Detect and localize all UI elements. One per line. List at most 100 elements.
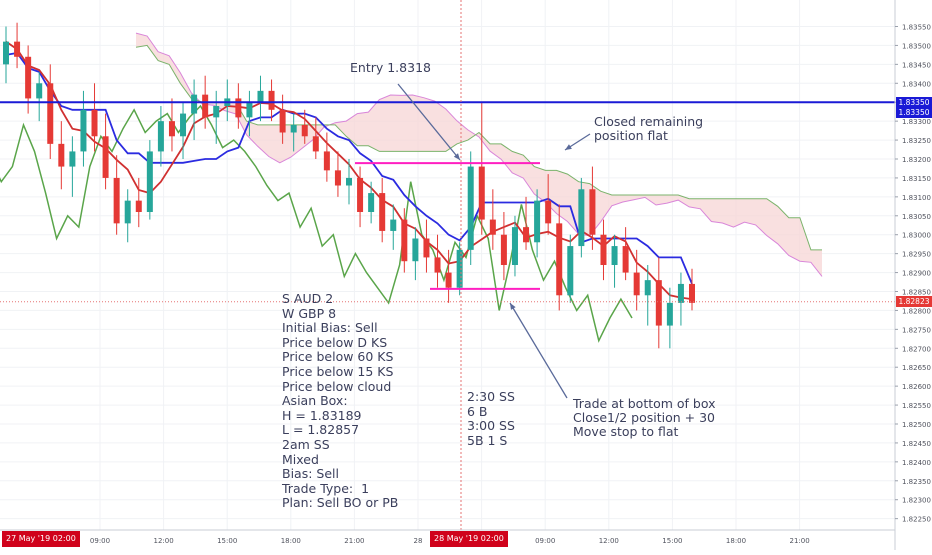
ichimoku-cloud [135,32,823,277]
plan-note: W GBP 8 [282,305,337,321]
candle-body [102,136,109,178]
price-tick-label: 1.82800 [902,307,931,315]
candle-body [500,234,507,265]
candle-body [124,200,131,224]
candle-body [202,94,209,118]
candle-body [445,272,452,288]
chikou-span [0,104,633,343]
candle-body [456,249,463,288]
time-note: 2:30 SS [467,389,515,404]
candle-body [644,280,651,296]
candle-body [113,177,120,224]
time-tick-label: 09:00 [90,537,110,545]
candle-body [545,200,552,224]
price-tick-label: 1.82850 [902,289,931,297]
candle-body [467,166,474,250]
candle-body [80,109,87,152]
candle-body [622,246,629,273]
candle-body [589,189,596,235]
start-date-badge: 27 May '19 02:00 [2,531,80,547]
entry-arrow-head [453,153,460,160]
price-tick-label: 1.83300 [902,118,931,126]
price-tick-label: 1.83100 [902,194,931,202]
candle-body [368,193,375,212]
time-tick-label: 21:00 [790,537,810,545]
candle-body [69,151,76,167]
price-tick-label: 1.83400 [902,80,931,88]
candle-body [390,219,397,231]
time-tick-label: 21:00 [344,537,364,545]
entry-arrow [397,83,461,161]
candle-body [91,109,98,137]
price-tick-label: 1.83450 [902,61,931,69]
candle-body [666,302,673,326]
candle-body [168,121,175,137]
trade-annotation-line1: Trade at bottom of box [573,396,716,411]
closed-arrow-head [565,144,572,150]
candle-body [401,219,408,262]
candle-body [268,90,275,110]
plot-area [0,0,895,530]
candle-body [379,193,386,231]
candle-body [25,56,32,99]
trade-arrow-head [510,303,516,310]
cursor-date-badge: 28 May '19 02:00 [430,531,508,547]
price-tick-label: 1.82250 [902,516,931,524]
candle-body [677,283,684,303]
candle-body [36,83,43,99]
plan-note: S AUD 2 [282,291,334,306]
cloud-fill [136,33,822,277]
price-tag: 1.82823 [896,296,932,308]
candles [3,22,695,349]
price-tick-label: 1.83050 [902,213,931,221]
candle-body [556,223,563,296]
candle-body [157,121,164,152]
price-tick-label: 1.82300 [902,497,931,505]
trade-annotation-line3: Move stop to flat [573,424,679,439]
candle-body [312,136,319,152]
candle-body [633,272,640,296]
time-tick-label: 12:00 [154,537,174,545]
grid [0,0,895,530]
time-tick-label: 18:00 [281,537,301,545]
price-tick-label: 1.82450 [902,440,931,448]
price-tick-label: 1.83500 [902,42,931,50]
plan-note: Price below D KS [282,334,388,350]
time-note: 6 B [467,403,488,419]
candle-body [523,227,530,243]
price-tag: 1.83350 [896,106,932,118]
price-tick-label: 1.82550 [902,402,931,410]
candle-body [323,151,330,171]
plan-note: Initial Bias: Sell [282,320,378,336]
time-note: 5B 1 S [467,432,508,448]
candle-body [346,177,352,186]
annotation-overlay [0,0,895,530]
price-tick-label: 1.82700 [902,345,931,353]
plan-note: Bias: Sell [282,466,339,482]
candle-body [489,219,496,235]
candle-body [47,83,54,144]
plan-note: Mixed [282,451,319,467]
price-tag: 1.83350 [896,96,932,108]
candle-body [412,238,419,262]
plan-note: Asian Box: [282,393,348,409]
plan-note: Price below cloud [282,378,392,394]
candle-body [511,227,518,265]
entry-annotation: Entry 1.8318 [350,60,431,75]
plan-note: Price below 60 KS [282,349,394,365]
price-tick-label: 1.82900 [902,270,931,278]
candle-body [246,102,253,118]
plan-note: Price below 15 KS [282,364,394,379]
candle-body [534,200,541,243]
price-tick-label: 1.83550 [902,24,931,32]
candle-body [567,246,574,296]
price-tick-label: 1.82750 [902,326,931,334]
candle-body [357,177,364,212]
price-axis: 1.835501.835001.834501.834001.833501.833… [894,0,931,550]
candle-body [689,283,695,303]
time-tick-label: 15:00 [662,537,682,545]
candle-body [14,41,21,57]
plan-note: Plan: Sell BO or PB [282,495,399,511]
